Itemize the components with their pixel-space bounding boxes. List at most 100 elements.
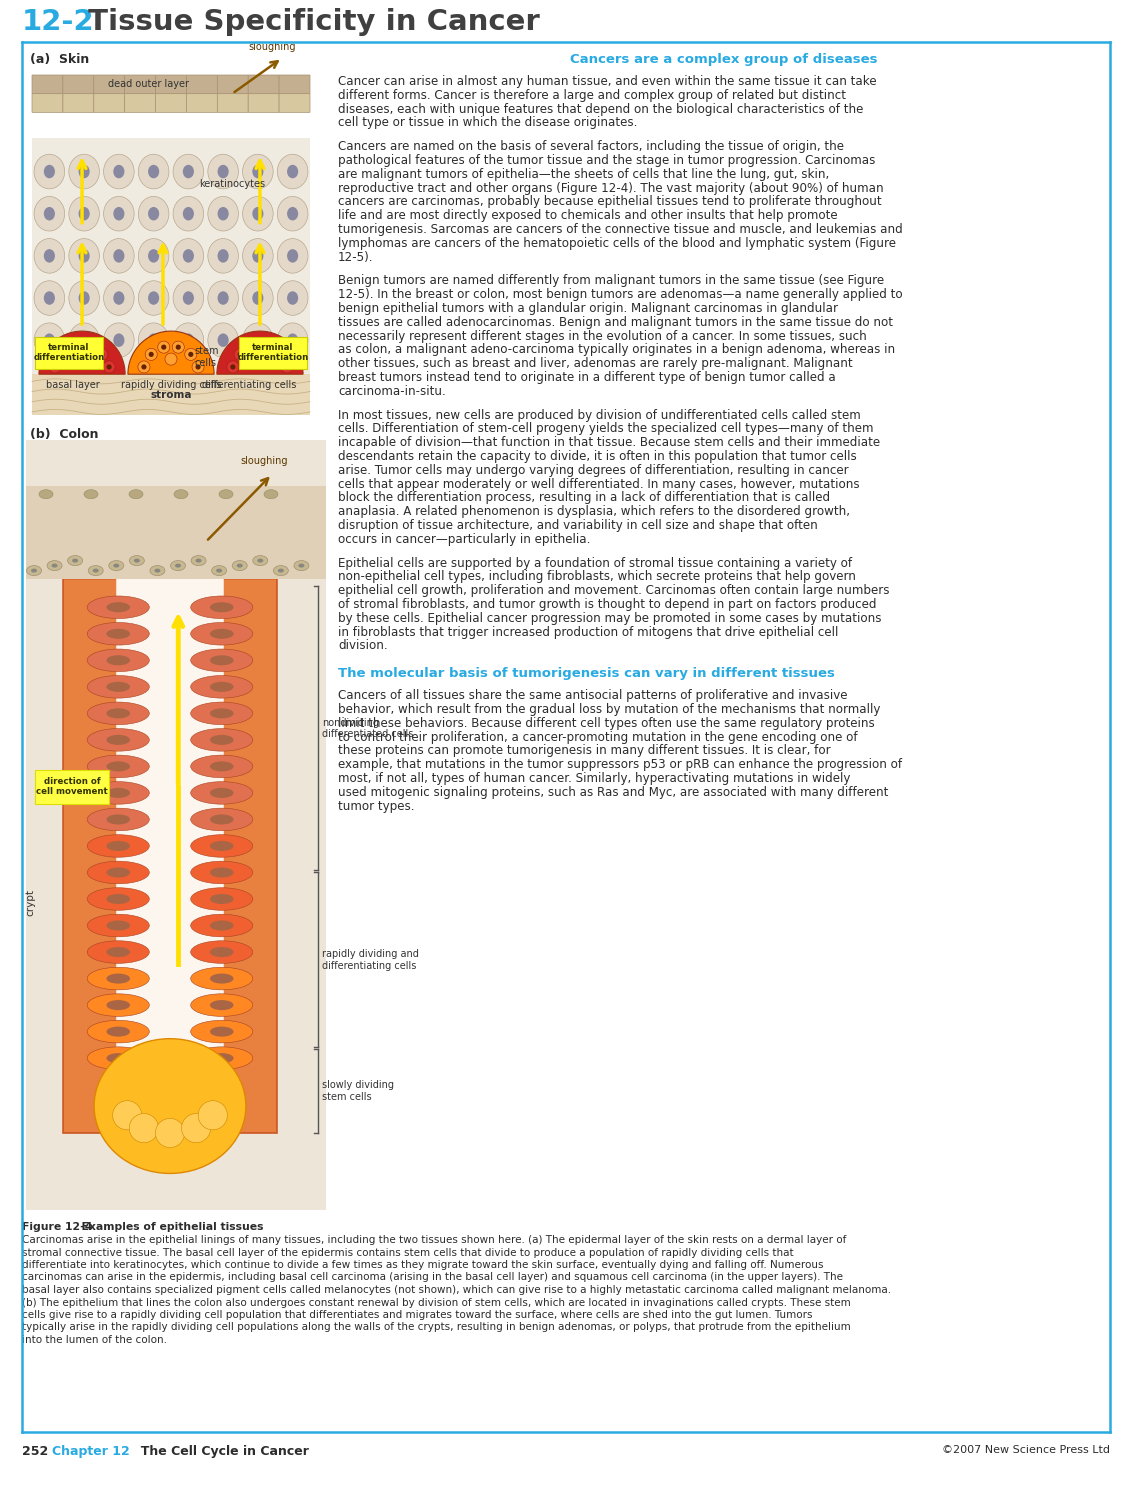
Text: benign epithelial tumors with a glandular origin. Malignant carcinomas in glandu: benign epithelial tumors with a glandula… — [338, 302, 838, 315]
Text: tissues are called adenocarcinomas. Benign and malignant tumors in the same tiss: tissues are called adenocarcinomas. Beni… — [338, 316, 893, 328]
Ellipse shape — [191, 888, 253, 910]
Ellipse shape — [87, 861, 149, 883]
Ellipse shape — [148, 249, 159, 262]
Ellipse shape — [93, 568, 98, 573]
Ellipse shape — [52, 564, 58, 567]
Ellipse shape — [216, 568, 222, 573]
Ellipse shape — [34, 196, 64, 231]
Ellipse shape — [104, 238, 135, 273]
Ellipse shape — [191, 808, 253, 831]
Text: these proteins can promote tumorigenesis in many different tissues. It is clear,: these proteins can promote tumorigenesis… — [338, 744, 830, 758]
Ellipse shape — [38, 489, 53, 498]
Ellipse shape — [100, 352, 104, 357]
Ellipse shape — [188, 352, 193, 357]
Text: different forms. Cancer is therefore a large and complex group of related but di: different forms. Cancer is therefore a l… — [338, 88, 846, 102]
Ellipse shape — [44, 333, 55, 346]
Ellipse shape — [155, 568, 161, 573]
Ellipse shape — [210, 708, 233, 718]
Ellipse shape — [104, 196, 135, 231]
Ellipse shape — [277, 352, 283, 357]
Circle shape — [155, 1119, 184, 1148]
Ellipse shape — [265, 345, 270, 350]
Ellipse shape — [138, 196, 169, 231]
Text: breast tumors instead tend to originate in a different type of benign tumor call: breast tumors instead tend to originate … — [338, 370, 836, 384]
Ellipse shape — [274, 348, 286, 360]
Ellipse shape — [210, 815, 233, 825]
Circle shape — [129, 1113, 158, 1143]
Ellipse shape — [174, 489, 188, 498]
Ellipse shape — [191, 861, 253, 883]
Ellipse shape — [173, 322, 204, 357]
Ellipse shape — [87, 968, 149, 990]
Text: life and are most directly exposed to chemicals and other insults that help prom: life and are most directly exposed to ch… — [338, 209, 838, 222]
Text: terminal
differentiation: terminal differentiation — [34, 344, 105, 363]
Ellipse shape — [252, 165, 264, 178]
Text: 12-5). In the breast or colon, most benign tumors are adenomas—a name generally : 12-5). In the breast or colon, most beni… — [338, 288, 903, 302]
Ellipse shape — [210, 974, 233, 984]
Ellipse shape — [103, 362, 115, 374]
Text: division.: division. — [338, 639, 388, 652]
Text: descendants retain the capacity to divide, it is often in this population that t: descendants retain the capacity to divid… — [338, 450, 857, 464]
Text: to control their proliferation, a cancer-promoting mutation in the gene encoding: to control their proliferation, a cancer… — [338, 730, 857, 744]
Ellipse shape — [26, 566, 42, 576]
Ellipse shape — [254, 352, 266, 364]
Ellipse shape — [294, 561, 309, 570]
FancyBboxPatch shape — [124, 93, 156, 112]
Ellipse shape — [76, 352, 88, 364]
Text: disruption of tissue architecture, and variability in cell size and shape that o: disruption of tissue architecture, and v… — [338, 519, 818, 532]
Ellipse shape — [173, 154, 204, 189]
Ellipse shape — [87, 622, 149, 645]
Ellipse shape — [165, 352, 178, 364]
Wedge shape — [217, 332, 303, 374]
Ellipse shape — [49, 362, 61, 374]
Text: as colon, a malignant adeno-carcinoma typically originates in a benign adenoma, : as colon, a malignant adeno-carcinoma ty… — [338, 344, 895, 357]
Circle shape — [198, 1101, 227, 1130]
Ellipse shape — [78, 333, 89, 346]
Ellipse shape — [57, 348, 68, 360]
Ellipse shape — [231, 364, 235, 369]
Ellipse shape — [148, 352, 154, 357]
Ellipse shape — [148, 333, 159, 346]
Text: arise. Tumor cells may undergo varying degrees of differentiation, resulting in : arise. Tumor cells may undergo varying d… — [338, 464, 848, 477]
Bar — [32, 138, 310, 374]
FancyBboxPatch shape — [94, 93, 124, 112]
Ellipse shape — [87, 729, 149, 752]
Ellipse shape — [232, 561, 248, 570]
Text: diseases, each with unique features that depend on the biological characteristic: diseases, each with unique features that… — [338, 102, 863, 116]
FancyBboxPatch shape — [248, 75, 279, 93]
Ellipse shape — [104, 280, 135, 315]
Ellipse shape — [191, 675, 253, 698]
FancyBboxPatch shape — [63, 579, 277, 1132]
Ellipse shape — [191, 1020, 253, 1042]
Ellipse shape — [68, 555, 83, 566]
FancyBboxPatch shape — [35, 770, 109, 804]
Text: necessarily represent different stages in the evolution of a cancer. In some tis: necessarily represent different stages i… — [338, 330, 866, 342]
Ellipse shape — [113, 291, 124, 304]
Ellipse shape — [106, 921, 130, 930]
Text: (a)  Skin: (a) Skin — [31, 53, 89, 66]
Ellipse shape — [78, 249, 89, 262]
Ellipse shape — [191, 622, 253, 645]
Ellipse shape — [106, 762, 130, 771]
Ellipse shape — [44, 165, 55, 178]
Ellipse shape — [44, 249, 55, 262]
FancyBboxPatch shape — [116, 561, 224, 1096]
Text: behavior, which result from the gradual loss by mutation of the mechanisms that : behavior, which result from the gradual … — [338, 704, 880, 716]
Text: rapidly dividing and
differentiating cells: rapidly dividing and differentiating cel… — [322, 950, 418, 970]
FancyBboxPatch shape — [35, 336, 103, 369]
Text: non-epithelial cell types, including fibroblasts, which secrete proteins that he: non-epithelial cell types, including fib… — [338, 570, 856, 584]
Text: block the differentiation process, resulting in a lack of differentiation that i: block the differentiation process, resul… — [338, 492, 830, 504]
Ellipse shape — [210, 867, 233, 877]
Ellipse shape — [94, 1038, 245, 1173]
FancyBboxPatch shape — [187, 75, 217, 93]
Text: terminal
differentiation: terminal differentiation — [238, 344, 309, 363]
Ellipse shape — [106, 788, 130, 798]
Ellipse shape — [210, 762, 233, 771]
Ellipse shape — [87, 808, 149, 831]
Text: carcinomas can arise in the epidermis, including basal cell carcinoma (arising i: carcinomas can arise in the epidermis, i… — [21, 1272, 843, 1282]
Ellipse shape — [191, 754, 253, 777]
Ellipse shape — [150, 566, 165, 576]
Ellipse shape — [191, 782, 253, 804]
Text: Chapter 12: Chapter 12 — [52, 1444, 130, 1458]
Text: cells. Differentiation of stem-cell progeny yields the specialized cell types—ma: cells. Differentiation of stem-cell prog… — [338, 423, 873, 435]
